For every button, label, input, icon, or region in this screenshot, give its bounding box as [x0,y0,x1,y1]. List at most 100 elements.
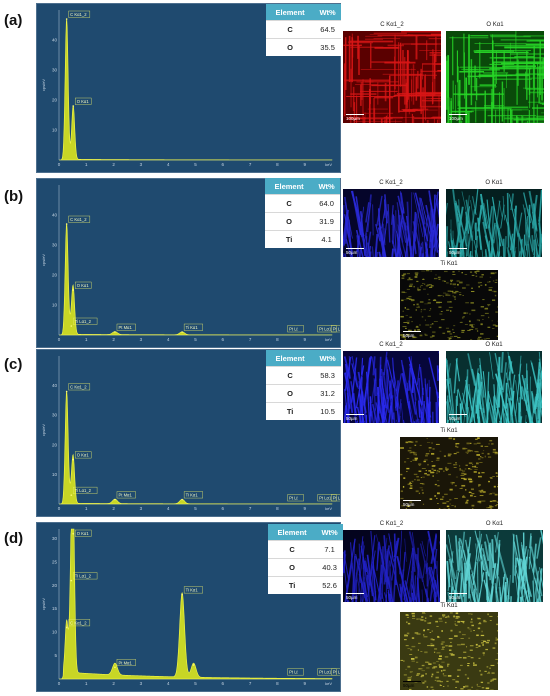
peak-annotation-box [68,383,91,391]
peak-annotation-box [317,325,337,333]
map-title: Ti Kα1 [440,261,458,267]
scale-bar: 50µm [449,414,467,421]
y-tick-label: 5 [54,653,57,658]
map-title: O Kα1 [485,180,503,186]
x-tick-label: 1 [85,506,88,511]
peak-annotation: O Kα1 [77,99,90,104]
x-tick-label: 7 [249,681,252,686]
y-tick-label: 40 [52,383,58,388]
x-tick-label: 7 [249,506,252,511]
x-tick-label: 2 [112,681,115,686]
element-cell: O [266,38,315,56]
peak-annotation: O Kα1 [77,283,90,288]
y-tick-label: 30 [52,413,58,418]
x-tick-label: 6 [222,681,225,686]
y-tick-label: 10 [52,303,58,308]
x-tick-label: 5 [194,162,197,167]
peak-annotation: Ti Kα1 [186,325,199,330]
x-axis-label: keV [325,337,332,342]
spectrum-series [59,390,333,505]
element-cell: Ti [265,230,314,248]
peak-point [72,532,74,535]
scale-bar: 50µm [449,593,467,600]
y-tick-label: 30 [52,68,58,73]
x-axis-label: keV [325,162,332,167]
peak-annotation: Pt Lℓ [289,496,298,501]
map-title: C Kα1_2 [379,342,403,348]
element-cell: C [266,20,315,39]
peak-annotation: Pt Lβ [333,670,340,675]
wt-percent-cell: 52.6 [316,576,343,594]
x-tick-label: 8 [276,506,279,511]
table-header-element: Element [266,350,315,367]
element-cell: O [265,212,314,231]
x-tick-label: 8 [276,337,279,342]
peak-annotation-box [331,494,340,502]
x-tick-label: 1 [85,162,88,167]
panel-label: (b) [4,188,24,205]
x-tick-label: 7 [249,337,252,342]
x-tick-label: 5 [194,506,197,511]
x-tick-label: 4 [167,162,170,167]
y-tick-label: 30 [52,536,58,541]
y-tick-label: 25 [52,559,58,564]
spectrum-series [59,223,333,336]
spectrum-plot: 0 1 2 3 4 5 6 7 8 9 10 20 30 40 cps/eV keV C Kα1_2 O Kα1 T… [41,356,340,511]
peak-annotation-box [73,572,98,580]
element-map-ti: Ti Kα1 50µm [400,428,502,511]
x-axis-label: keV [325,681,332,686]
peak-annotation: Ti Lα1_2 [75,574,92,579]
table-row: O 31.9 [265,212,340,231]
peak-point [65,626,68,629]
peak-annotation: Pt Lℓ [289,670,298,675]
element-map-ti: Ti Kα1 50µm [400,261,501,342]
peak-annotation-box [331,668,340,676]
table-row: Ti 10.5 [266,402,341,420]
y-tick-label: 10 [52,630,58,635]
x-tick-label: 6 [222,506,225,511]
peak-annotation-box [116,323,136,331]
x-tick-label: 0 [58,681,61,686]
x-tick-label: 3 [140,162,143,167]
weight-percent-table: Element Wt% C 58.3 O 31.2 Ti 10.5 [266,350,341,420]
peak-point [72,105,74,107]
x-tick-label: 9 [303,681,306,686]
peak-annotation-box [287,668,304,676]
table-row: C 7.1 [268,540,343,559]
y-tick-label: 20 [52,442,58,447]
table-row: C 64.0 [265,194,340,213]
weight-percent-table: Element Wt% C 64.5 O 35.5 [266,4,341,56]
table-header-element: Element [268,524,317,541]
weight-percent-table: Element Wt% C 64.0 O 31.9 Ti 4.1 [265,178,340,248]
element-map-texture [400,270,501,342]
peak-annotation: Ti Lα1_2 [75,488,92,493]
map-title: O Kα1 [485,521,504,527]
y-tick-label: 40 [52,38,58,43]
peak-annotation-box [183,323,203,331]
peak-annotation-box [287,494,304,502]
element-map-texture [400,437,502,511]
peak-point [70,325,73,327]
peak-annotation-box [74,281,92,289]
map-title: O Kα1 [486,22,504,28]
y-tick-label: 20 [52,583,58,588]
wt-percent-cell: 58.3 [314,366,341,385]
peak-point [70,579,73,582]
element-cell: Ti [268,576,317,594]
scale-bar: 50µm [346,248,364,255]
map-title: C Kα1_2 [380,22,404,28]
x-tick-label: 6 [222,162,225,167]
peak-annotation-box [68,215,91,223]
peak-point [181,498,183,501]
peak-annotation-box [68,619,91,627]
map-title: O Kα1 [485,342,503,348]
panel-c: (c) 0 1 2 3 4 5 6 7 8 9 10 20 30 40 cps/eV keV C Kα1_2 O … [4,342,550,517]
x-tick-label: 0 [58,337,61,342]
x-tick-label: 2 [112,162,115,167]
table-header-wt: Wt% [314,4,341,21]
x-tick-label: 1 [85,681,88,686]
y-tick-label: 30 [52,243,58,248]
spectrum-plot: 0 1 2 3 4 5 6 7 8 9 5 10 15 20 25 30 cps/eV keV O Kα1 Ti Lα… [41,528,340,686]
peak-annotation: Pt Lβ [333,327,340,332]
